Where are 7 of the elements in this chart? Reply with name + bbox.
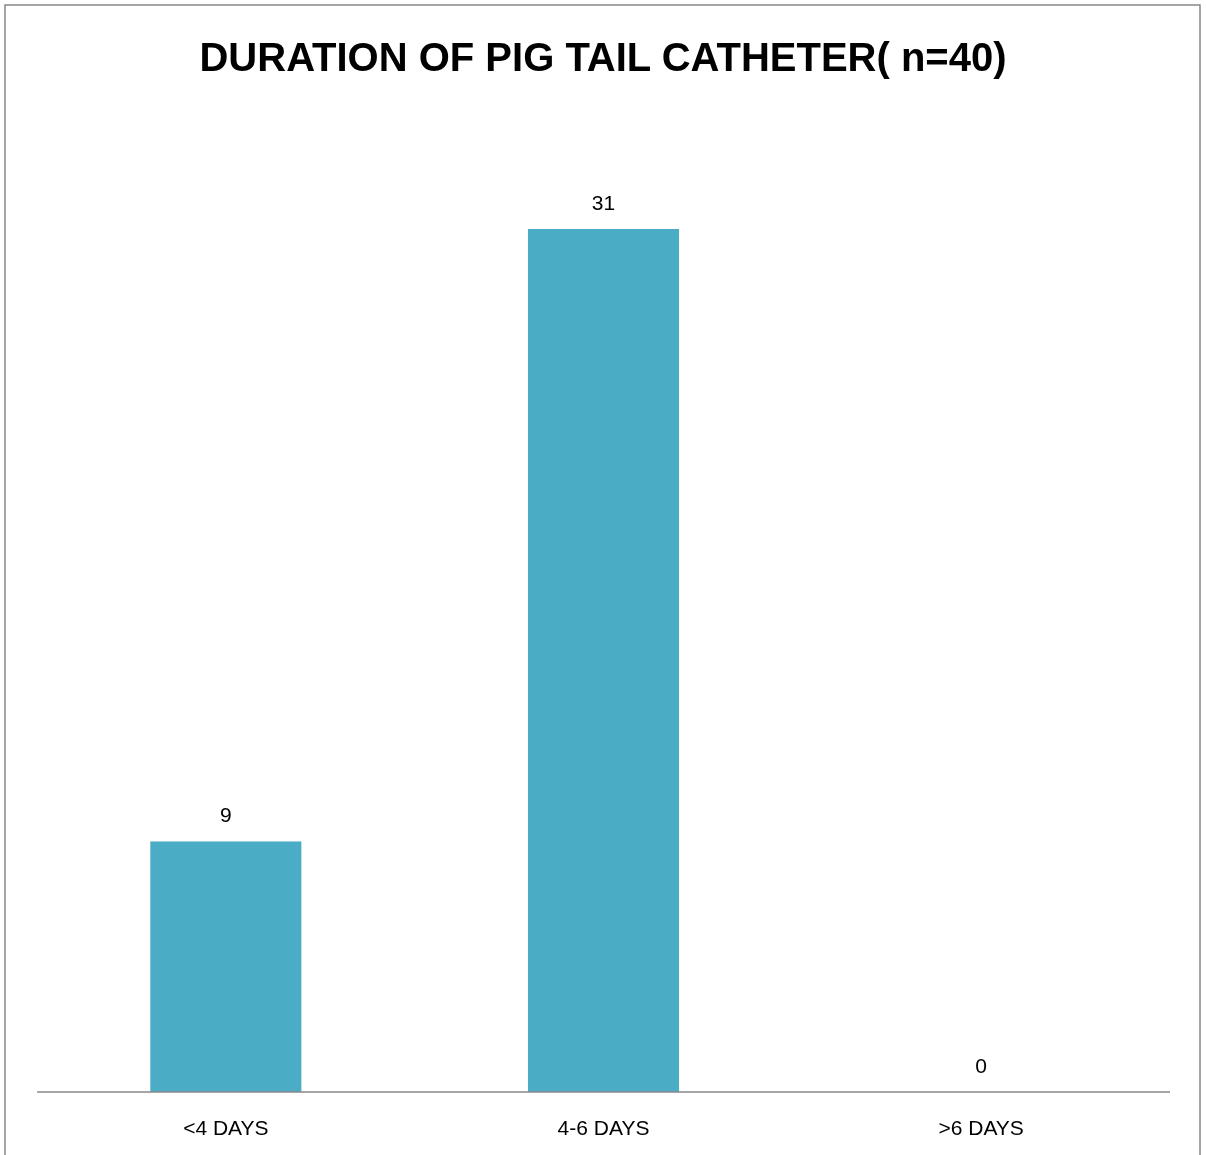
chart-title: DURATION OF PIG TAIL CATHETER( n=40) <box>199 35 1007 79</box>
data-label: 31 <box>591 191 616 214</box>
x-tick-label: 4-6 DAYS <box>557 1116 650 1139</box>
data-label: 0 <box>975 1054 988 1077</box>
x-tick-label: >6 DAYS <box>938 1116 1024 1139</box>
x-tick-label: <4 DAYS <box>183 1116 269 1139</box>
data-label: 9 <box>219 803 232 827</box>
